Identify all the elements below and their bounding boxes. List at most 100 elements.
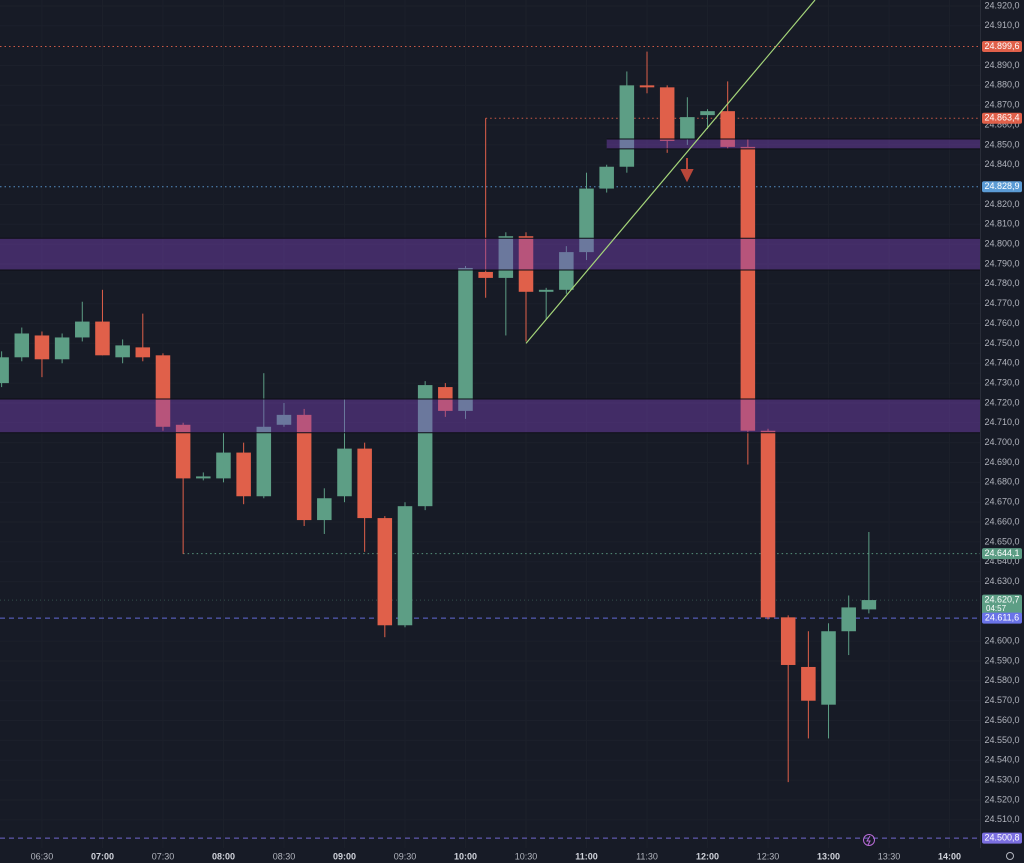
candle-body <box>861 600 877 610</box>
y-tick-label: 24.580,0 <box>984 675 1019 685</box>
y-tick-label: 24.890,0 <box>984 60 1019 70</box>
candle-body <box>296 414 312 521</box>
x-tick-label: 08:30 <box>273 851 296 861</box>
candle-body <box>377 518 393 626</box>
y-tick-label: 24.590,0 <box>984 655 1019 665</box>
candle-body <box>559 252 574 290</box>
candle-body <box>599 166 614 189</box>
y-tick-label: 24.920,0 <box>984 0 1019 10</box>
candle-body <box>0 357 9 384</box>
x-tick-label: 14:00 <box>938 851 961 861</box>
x-tick-label: 07:30 <box>152 851 175 861</box>
y-tick-label: 24.810,0 <box>984 219 1019 229</box>
candle-body <box>720 111 735 147</box>
candle-body <box>236 452 251 497</box>
gear-icon[interactable] <box>1006 852 1014 860</box>
candle-body <box>740 146 756 431</box>
candle-body <box>801 666 816 701</box>
y-tick-label: 24.640,0 <box>984 556 1019 566</box>
candle-body <box>276 414 292 425</box>
price-label-box <box>982 548 1022 560</box>
y-tick-label: 24.710,0 <box>984 417 1019 427</box>
price-label: 24.500,8 <box>984 832 1019 842</box>
price-label: 24.863,4 <box>984 113 1019 123</box>
candle-body <box>659 87 675 141</box>
y-tick-label: 24.670,0 <box>984 497 1019 507</box>
candle-body <box>75 321 90 338</box>
x-tick-label: 06:30 <box>31 851 54 861</box>
y-tick-label: 24.550,0 <box>984 735 1019 745</box>
y-tick-label: 24.820,0 <box>984 199 1019 209</box>
y-tick-label: 24.560,0 <box>984 715 1019 725</box>
candle-body <box>317 498 332 521</box>
y-tick-label: 24.740,0 <box>984 358 1019 368</box>
candle-body <box>841 607 856 632</box>
alert-icon <box>866 835 871 846</box>
y-tick-label: 24.630,0 <box>984 576 1019 586</box>
candle-body <box>34 335 50 360</box>
candle-body <box>115 345 130 358</box>
x-tick-label: 12:00 <box>696 851 719 861</box>
price-label-box <box>982 594 1022 615</box>
y-tick-label: 24.660,0 <box>984 516 1019 526</box>
candle-body <box>196 476 211 479</box>
zone <box>0 398 980 433</box>
candle-body <box>256 426 272 497</box>
candle-body <box>478 271 493 278</box>
candle-body <box>357 448 372 519</box>
candle-body <box>14 333 30 358</box>
price-label-box <box>982 112 1022 124</box>
candle-body <box>397 506 413 626</box>
y-tick-label: 24.700,0 <box>984 437 1019 447</box>
candle-body <box>135 347 151 358</box>
price-label: 24.644,1 <box>984 548 1019 558</box>
price-label: 24.828,9 <box>984 181 1019 191</box>
price-label: 24.611,6 <box>985 613 1019 623</box>
y-tick-label: 24.720,0 <box>984 397 1019 407</box>
x-tick-label: 09:30 <box>394 851 417 861</box>
x-tick-label: 10:00 <box>454 851 477 861</box>
y-tick-label: 24.840,0 <box>984 159 1019 169</box>
candle-body <box>337 448 352 497</box>
y-tick-label: 24.910,0 <box>984 20 1019 30</box>
candle-body <box>760 430 776 618</box>
candle-body <box>216 452 231 479</box>
gear[interactable] <box>1006 852 1014 860</box>
zone <box>606 138 980 149</box>
arrow <box>680 158 694 183</box>
y-tick-label: 24.850,0 <box>984 139 1019 149</box>
y-tick-label: 24.880,0 <box>984 80 1019 90</box>
y-tick-label: 24.790,0 <box>984 258 1019 268</box>
x-tick-label: 09:00 <box>333 851 356 861</box>
x-tick-label: 13:00 <box>817 851 840 861</box>
countdown: 04:57 <box>986 604 1007 613</box>
price-label-box <box>982 181 1022 193</box>
y-tick-label: 24.520,0 <box>984 794 1019 804</box>
y-tick-label: 24.530,0 <box>984 774 1019 784</box>
candle-body <box>821 631 836 705</box>
candle-body <box>680 117 695 139</box>
y-tick-label: 24.750,0 <box>984 338 1019 348</box>
candle-body <box>458 267 473 411</box>
x-tick-label: 08:00 <box>212 851 235 861</box>
y-tick-label: 24.800,0 <box>984 239 1019 249</box>
y-tick-label: 24.680,0 <box>984 477 1019 487</box>
y-tick-label: 24.570,0 <box>984 695 1019 705</box>
price-label-box <box>982 40 1022 52</box>
candle-body <box>538 289 554 292</box>
trend-line <box>525 0 816 344</box>
y-tick-label: 24.870,0 <box>984 100 1019 110</box>
price-label: 24.620,7 <box>984 594 1019 604</box>
y-tick-label: 24.760,0 <box>984 318 1019 328</box>
y-tick-label: 24.540,0 <box>984 755 1019 765</box>
candle-body <box>639 85 655 88</box>
candle-body <box>518 236 534 292</box>
candle-body <box>619 85 635 167</box>
y-tick-label: 24.730,0 <box>984 377 1019 387</box>
x-tick-label: 11:00 <box>575 851 598 861</box>
candle-body <box>498 236 514 278</box>
y-tick-label: 24.510,0 <box>984 814 1019 824</box>
y-tick-label: 24.690,0 <box>984 457 1019 467</box>
x-tick-label: 10:30 <box>515 851 538 861</box>
